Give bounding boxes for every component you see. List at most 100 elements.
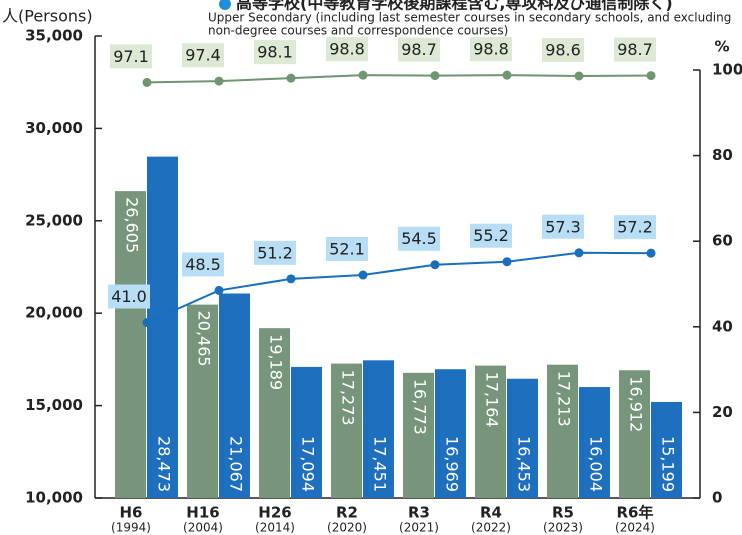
y2-tick-label: 80 [712,146,733,164]
x-tick-label: H6 [120,504,143,522]
bar [291,366,322,498]
bar [331,363,362,498]
bar [475,365,506,498]
subtitle: non-degree courses and correspondence co… [208,24,508,38]
y2-tick-label: 100 [712,61,742,79]
x-tick-label: R4 [480,504,502,522]
bar [363,360,394,498]
line-label: 98.7 [401,40,437,59]
bar-label: 16,969 [443,436,462,492]
bar [259,328,290,498]
x-tick-label: R6年 [617,504,654,522]
bar-label: 28,473 [155,436,174,492]
bar [403,372,434,498]
bar [579,387,610,498]
line-point [502,257,512,267]
line-point [286,73,296,83]
bar [435,369,466,498]
bar [651,401,682,498]
x-tick-label: R5 [552,504,574,522]
bar-label: 16,004 [587,436,606,492]
bar [147,156,178,498]
bar-label: 16,453 [515,436,534,492]
label-box [542,214,584,239]
subtitle: Upper Secondary (including last semester… [208,11,731,25]
label-box [182,252,224,277]
line-point [502,70,512,80]
line-label: 55.2 [473,226,509,245]
label-box [182,43,224,68]
y-tick-label: 30,000 [25,119,83,137]
bar [115,191,146,499]
line-label: 41.0 [111,287,147,306]
line-point [142,318,152,328]
x-tick-sub: (2020) [327,521,367,535]
line-point [358,70,368,80]
bar-label: 15,199 [659,436,678,492]
line-label: 97.4 [185,46,221,65]
x-tick-label: H26 [258,504,291,522]
label-box [326,37,368,62]
line-label: 98.7 [617,40,653,59]
bar-label: 17,094 [299,436,318,492]
line-point [214,285,224,295]
y-tick-label: 15,000 [25,396,83,414]
x-tick-sub: (1994) [111,521,151,535]
line-point [646,71,656,81]
line-label: 54.5 [401,229,437,248]
label-box [108,284,150,309]
bar-label: 20,465 [195,311,214,367]
x-tick-sub: (2022) [471,521,511,535]
y-axis-label: 人(Persons) [2,7,93,26]
x-tick-label: R3 [408,504,430,522]
bar-label: 17,273 [339,370,358,426]
y-tick-label: 10,000 [25,489,83,507]
line-point [574,71,584,81]
label-box [614,37,656,62]
x-tick-sub: (2021) [399,521,439,535]
bar [619,370,650,498]
bar [219,293,250,498]
label-box [398,37,440,62]
y2-tick-label: 20 [712,403,733,421]
line-label: 52.1 [329,240,365,259]
bar-label: 19,189 [267,334,286,390]
bar-label: 17,451 [371,436,390,492]
bar [187,304,218,498]
line-label: 98.8 [329,40,365,59]
label-box [542,37,584,62]
line-label: 51.2 [257,243,293,262]
line-label: 98.1 [257,43,293,62]
line [146,74,652,84]
bar-label: 17,164 [483,372,502,428]
bar-label: 16,773 [411,379,430,435]
line-label: 57.2 [617,218,653,237]
x-tick-sub: (2024) [615,521,655,535]
bar-label: 21,067 [227,436,246,492]
y-tick-label: 25,000 [25,211,83,229]
bar-label: 26,605 [123,197,142,253]
line-point [358,270,368,280]
label-box [254,240,296,265]
line-point [142,77,152,87]
label-box [470,223,512,248]
bar [507,378,538,498]
x-tick-sub: (2023) [543,521,583,535]
label-box [398,226,440,251]
line-point [430,71,440,81]
y2-tick-label: 60 [712,232,733,250]
y2-tick-label: 0 [712,489,722,507]
bar [547,364,578,498]
y2-axis-label: % [714,38,729,56]
x-tick-label: H16 [186,504,219,522]
x-tick-sub: (2014) [255,521,295,535]
line-point [214,76,224,86]
line-label: 57.3 [545,217,581,236]
y-tick-label: 35,000 [25,27,83,45]
label-box [614,215,656,240]
x-tick-sub: (2004) [183,521,223,535]
line-label: 98.8 [473,40,509,59]
label-box [254,40,296,65]
line-point [286,274,296,284]
